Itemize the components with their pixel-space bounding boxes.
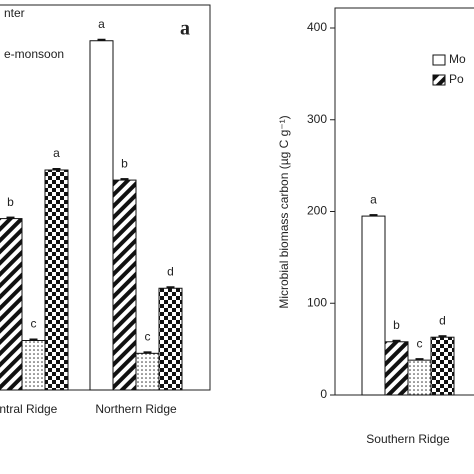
legend-swatch [432,54,446,66]
y-tick-label: 400 [307,20,327,34]
legend-label: e-monsoon [4,47,64,61]
bar [135,352,160,391]
bar [0,218,23,391]
y-axis-label: Microbial biomass carbon (µg C g⁻¹) [277,115,291,308]
bar [44,169,69,391]
y-tick-label: 0 [320,387,327,401]
bar [430,336,455,396]
y-tick-label: 300 [307,112,327,126]
x-tick-label: central Ridge [0,402,58,416]
legend-label: nter [4,6,25,20]
bar [112,179,137,391]
bar [21,340,46,391]
significance-letter: a [53,146,60,160]
y-tick-label: 100 [307,295,327,309]
legend-label: Mo [449,52,466,66]
x-tick-label: Northern Ridge [95,402,177,416]
significance-letter: a [370,192,377,206]
significance-letter: b [393,318,400,332]
legend-label: Po [449,72,464,86]
significance-letter: c [417,336,423,350]
significance-letter: b [7,195,14,209]
bar [407,359,432,396]
bar [384,341,409,396]
significance-letter: b [121,156,128,170]
significance-letter: a [98,17,105,31]
bar [89,40,114,391]
significance-letter: d [167,264,174,278]
bar [158,287,183,391]
legend-swatch [432,74,446,86]
significance-letter: c [31,317,37,331]
y-tick-label: 200 [307,204,327,218]
panel-label: a [180,18,190,40]
significance-letter: c [145,330,151,344]
bar [361,215,386,396]
x-tick-label: Southern Ridge [366,432,450,446]
significance-letter: d [439,313,446,327]
